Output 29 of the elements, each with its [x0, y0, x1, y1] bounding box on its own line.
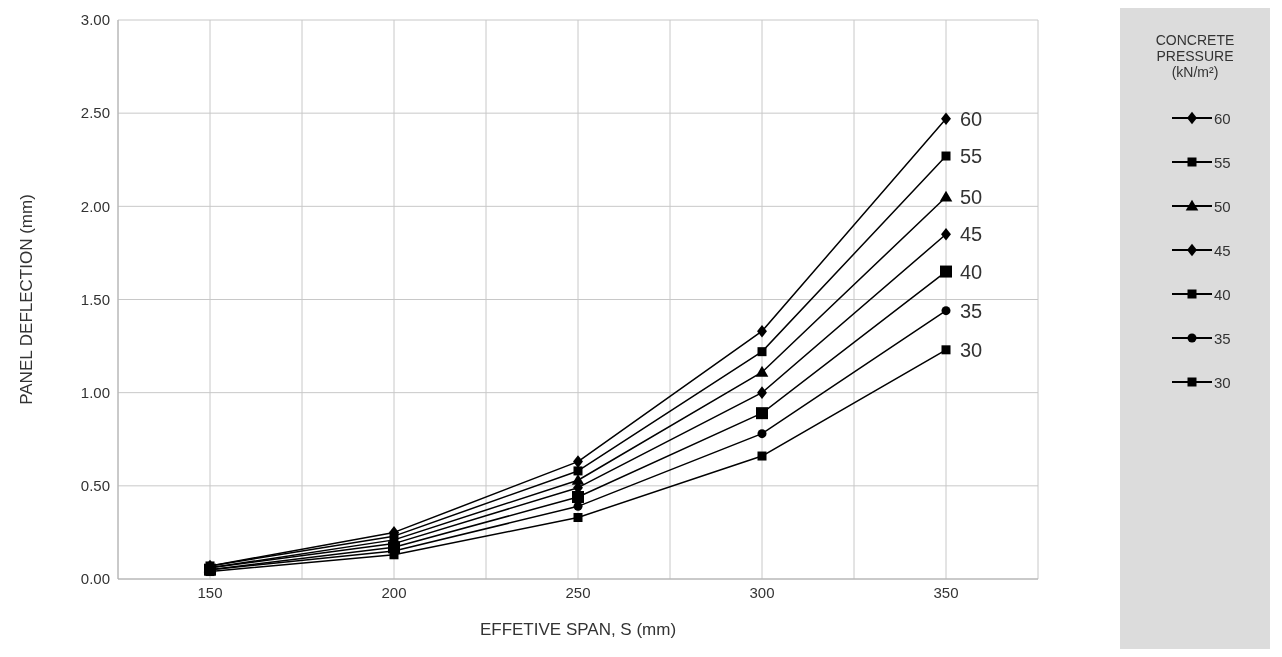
- text: 55: [960, 145, 983, 168]
- x-tick-label: 200: [381, 583, 407, 601]
- legend-label: 60: [1214, 109, 1231, 127]
- text: 50: [960, 186, 983, 209]
- text: 30: [960, 338, 983, 361]
- y-tick-label: 0.00: [80, 570, 110, 588]
- x-tick-label: 150: [197, 583, 223, 601]
- legend-label: 50: [1214, 197, 1231, 215]
- legend-title: CONCRETE PRESSURE (kN/m²): [1154, 32, 1236, 80]
- text: 35: [960, 299, 983, 322]
- y-tick-label: 2.50: [80, 104, 110, 122]
- x-axis-title: EFFETIVE SPAN, S (mm): [479, 620, 677, 639]
- y-tick-label: 3.00: [80, 11, 110, 29]
- legend-label: 30: [1214, 373, 1231, 391]
- y-tick-label: 2.00: [80, 197, 110, 215]
- x-tick-label: 350: [933, 583, 959, 601]
- x-tick-label: 250: [565, 583, 591, 601]
- legend-label: 55: [1214, 153, 1231, 171]
- y-axis-title: PANEL DEFLECTION (mm): [17, 194, 37, 405]
- legend-label: 40: [1214, 285, 1231, 303]
- legend-label: 35: [1214, 329, 1231, 347]
- text: 40: [960, 260, 983, 283]
- y-tick-label: 0.50: [80, 477, 110, 495]
- text: 60: [960, 107, 983, 130]
- y-tick-label: 1.00: [80, 383, 110, 401]
- legend-label: 45: [1214, 241, 1231, 259]
- x-tick-label: 300: [749, 583, 775, 601]
- y-tick-label: 1.50: [80, 290, 110, 308]
- text: 45: [960, 223, 983, 246]
